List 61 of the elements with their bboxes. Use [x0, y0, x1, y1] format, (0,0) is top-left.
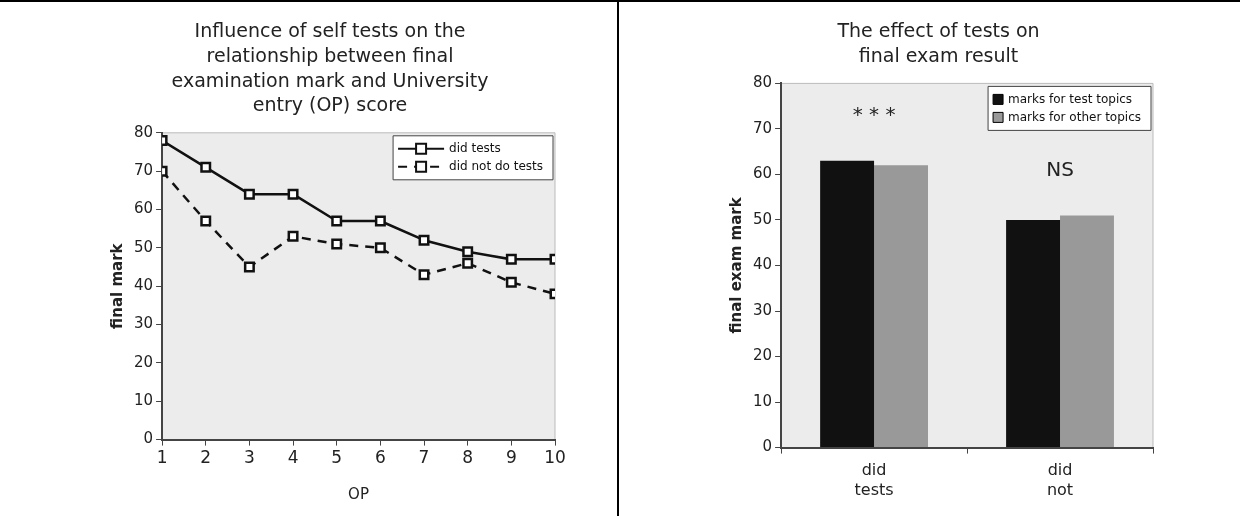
- y-tick-label: 10: [133, 391, 154, 410]
- y-tick-label: 60: [752, 164, 773, 183]
- x-axis-title: OP: [348, 484, 369, 503]
- point: [287, 230, 299, 242]
- annotation: * * *: [852, 102, 896, 126]
- point: [243, 188, 255, 200]
- chart-title: Influence of self tests on the relationship between final examination mark and University entry (OP) score: [171, 19, 489, 116]
- annotation: NS: [1046, 156, 1074, 181]
- x-tick-label: 4: [287, 447, 299, 468]
- y-tick-label: 50: [133, 237, 154, 256]
- legend-label: marks for other topics: [1008, 109, 1141, 124]
- legend-label: did tests: [449, 140, 501, 155]
- point: [505, 276, 517, 288]
- point: [331, 215, 343, 227]
- legend-label: did not do tests: [449, 158, 543, 173]
- x-tick-label: 8: [462, 447, 474, 468]
- y-tick-label: 60: [133, 199, 154, 218]
- y-tick-label: 20: [133, 352, 154, 371]
- y-axis-title: final mark: [107, 242, 126, 329]
- x-tick-label: did tests: [854, 460, 894, 499]
- y-tick-label: 20: [752, 346, 773, 365]
- point: [505, 253, 517, 265]
- x-tick-label: 9: [505, 447, 517, 468]
- point: [418, 269, 430, 281]
- point: [200, 215, 212, 227]
- point: [374, 215, 386, 227]
- x-tick-label: 6: [374, 447, 386, 468]
- y-tick-label: 50: [752, 209, 773, 228]
- y-tick-label: 40: [133, 276, 154, 295]
- bar: [1006, 219, 1061, 448]
- y-tick-label: 10: [752, 391, 773, 410]
- point: [462, 257, 474, 269]
- point: [331, 238, 343, 250]
- x-tick-label: 1: [156, 447, 168, 468]
- point: [374, 242, 386, 254]
- x-tick-label: 2: [200, 447, 212, 468]
- y-axis-title: final exam mark: [726, 196, 745, 334]
- y-tick-label: 0: [143, 429, 154, 448]
- y-tick-label: 0: [762, 437, 773, 456]
- y-tick-label: 30: [133, 314, 154, 333]
- point: [287, 188, 299, 200]
- x-tick-label: 5: [331, 447, 343, 468]
- y-tick-label: 80: [752, 73, 773, 92]
- y-tick-label: 80: [133, 122, 154, 141]
- point: [418, 234, 430, 246]
- bar: [820, 160, 875, 448]
- y-tick-label: 40: [752, 255, 773, 274]
- point: [243, 261, 255, 273]
- x-tick-label: 7: [418, 447, 430, 468]
- y-tick-label: 30: [752, 300, 773, 319]
- y-tick-label: 70: [133, 161, 154, 180]
- x-tick-label: did not: [1046, 460, 1074, 499]
- chart-title: The effect of tests on final exam result: [836, 19, 1040, 66]
- legend-label: marks for test topics: [1008, 91, 1133, 106]
- x-tick-label: 3: [243, 447, 255, 468]
- point: [462, 246, 474, 258]
- point: [200, 161, 212, 173]
- y-tick-label: 70: [752, 118, 773, 137]
- bar: [874, 165, 928, 448]
- bar: [1060, 215, 1114, 448]
- x-tick-label: 10: [544, 447, 566, 468]
